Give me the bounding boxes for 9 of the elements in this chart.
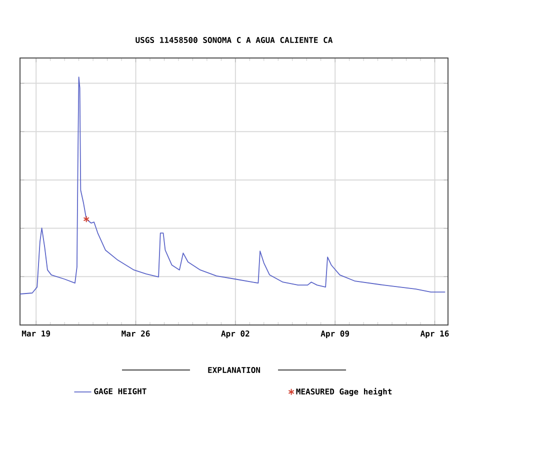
x-tick-label: Mar 26 [122,330,150,337]
legend-title: EXPLANATION [208,366,260,374]
x-tick-label: Mar 19 [22,330,50,337]
legend-label: GAGE HEIGHT [94,388,146,394]
x-tick-label: Apr 09 [320,330,350,338]
legend-label: MEASURED Gage height [296,388,392,396]
x-tick-label: Apr 02 [221,330,250,338]
x-tick-label: Apr 16 [420,330,449,338]
chart-title: USGS 11458500 SONOMA C A AGUA CALIENTE CA [136,36,333,44]
